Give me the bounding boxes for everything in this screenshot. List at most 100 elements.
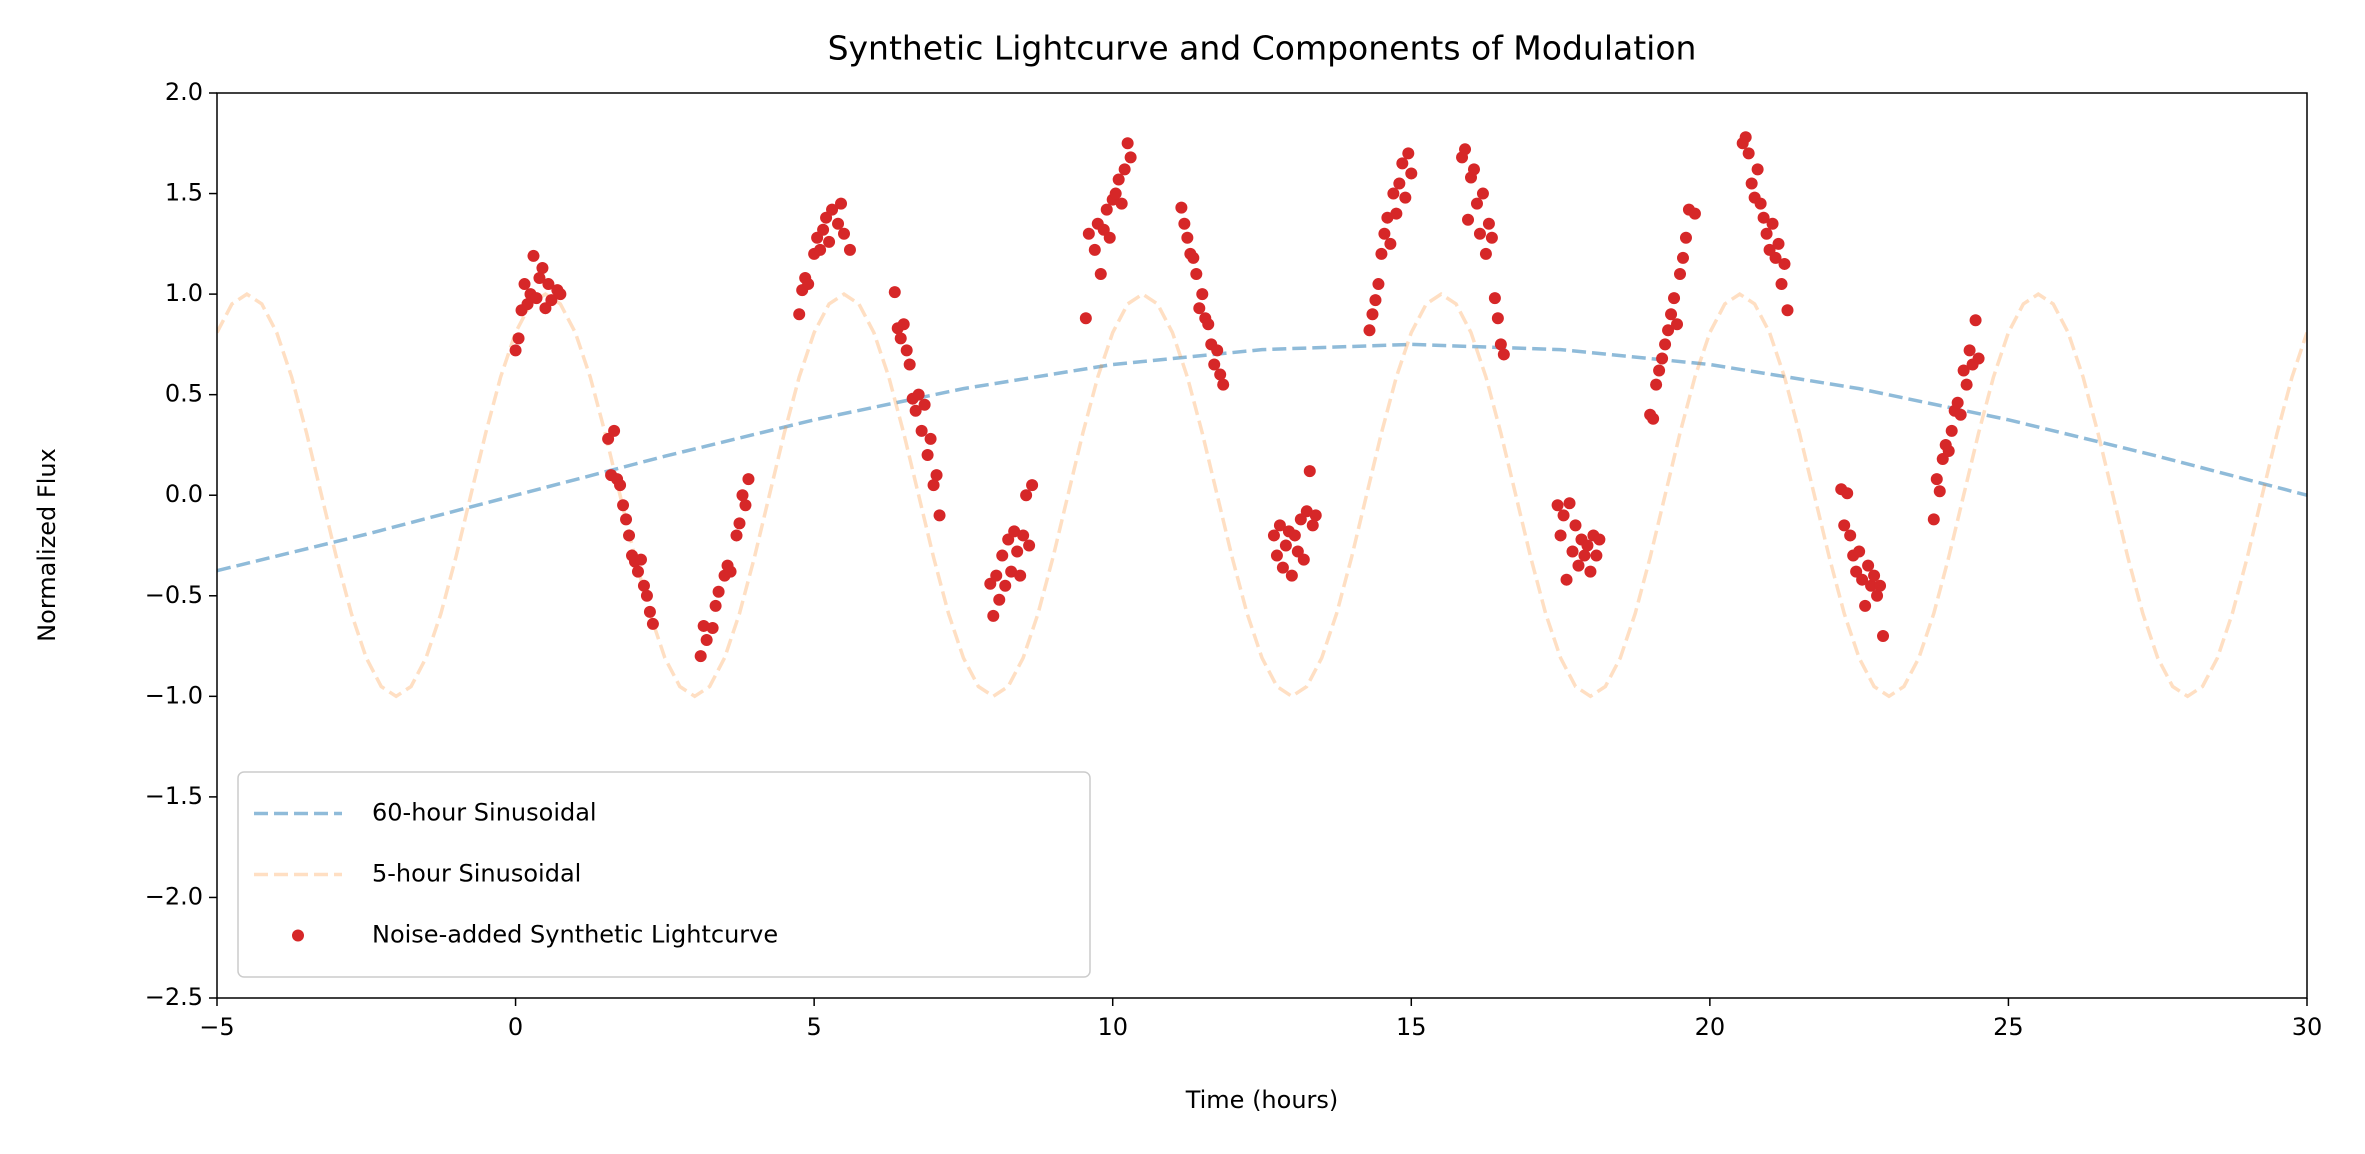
data-point: [1196, 288, 1209, 301]
data-point: [1566, 545, 1579, 558]
data-point: [1396, 157, 1409, 170]
data-point: [802, 278, 815, 291]
data-point: [1954, 408, 1967, 421]
data-point: [933, 509, 946, 522]
data-point: [1467, 163, 1480, 176]
data-point: [915, 424, 928, 437]
data-point: [1942, 444, 1955, 457]
legend-label: 5-hour Sinusoidal: [372, 860, 581, 888]
data-point: [1927, 513, 1940, 526]
data-point: [1679, 231, 1692, 244]
data-point: [832, 217, 845, 230]
data-point: [1491, 312, 1504, 325]
data-point: [1017, 529, 1030, 542]
data-point: [1100, 203, 1113, 216]
data-point: [1578, 549, 1591, 562]
data-point: [1381, 211, 1394, 224]
data-point: [617, 499, 630, 512]
data-point: [1772, 237, 1785, 250]
data-point: [1485, 231, 1498, 244]
data-point: [1581, 539, 1594, 552]
data-point: [1288, 529, 1301, 542]
data-point: [924, 432, 937, 445]
data-point: [1473, 227, 1486, 240]
y-tick-label: 1.0: [165, 279, 203, 307]
data-point: [1112, 173, 1125, 186]
data-point: [1187, 251, 1200, 264]
x-tick-label: 0: [508, 1013, 523, 1041]
data-point: [1202, 318, 1215, 331]
data-point: [1462, 213, 1475, 226]
data-point: [1190, 268, 1203, 280]
data-point: [1688, 207, 1701, 220]
data-point: [1384, 237, 1397, 250]
data-point: [987, 609, 1000, 622]
data-point: [1270, 549, 1283, 562]
data-point: [1551, 499, 1564, 512]
data-point: [1175, 201, 1188, 214]
data-point: [1844, 529, 1857, 542]
x-tick-label: 30: [2292, 1013, 2323, 1041]
data-point: [1653, 364, 1666, 377]
data-point: [623, 529, 636, 542]
data-point: [637, 579, 650, 592]
legend-box: [237, 771, 1091, 978]
data-point: [1405, 167, 1418, 180]
data-point: [1862, 559, 1875, 572]
data-point: [1584, 565, 1597, 578]
data-point: [1079, 312, 1092, 325]
data-point: [1671, 318, 1684, 331]
data-point: [1181, 231, 1194, 244]
data-point: [900, 344, 913, 357]
y-tick-label: −0.5: [145, 581, 203, 609]
data-point: [1267, 529, 1280, 542]
data-point: [742, 473, 755, 486]
data-point: [1273, 519, 1286, 532]
data-point: [1372, 278, 1385, 291]
data-point: [1647, 412, 1660, 425]
data-point: [996, 549, 1009, 562]
data-point: [1841, 487, 1854, 500]
data-point: [1569, 519, 1582, 532]
data-point: [1745, 177, 1758, 190]
data-point: [509, 344, 522, 357]
data-point: [1650, 378, 1663, 391]
data-point: [1853, 545, 1866, 558]
legend-label: Noise-added Synthetic Lightcurve: [372, 921, 778, 949]
data-point: [631, 565, 644, 578]
data-point: [1476, 187, 1489, 200]
data-point: [1674, 268, 1686, 280]
data-point: [930, 469, 943, 482]
data-point: [1390, 207, 1403, 220]
data-point: [1659, 338, 1672, 351]
data-point: [999, 579, 1012, 592]
data-point: [697, 619, 710, 632]
data-point: [1121, 137, 1134, 150]
data-point: [826, 203, 839, 216]
data-point: [1378, 227, 1391, 240]
x-tick-label: 25: [1993, 1013, 2024, 1041]
data-point: [1778, 257, 1791, 270]
x-tick-label: 5: [807, 1013, 822, 1041]
y-tick-label: 1.5: [165, 179, 203, 207]
data-point: [530, 292, 543, 305]
data-point: [1285, 569, 1298, 582]
data-point: [1859, 599, 1872, 612]
data-point: [1402, 147, 1415, 160]
data-point: [1781, 304, 1794, 317]
data-point: [1945, 424, 1958, 437]
data-point: [643, 605, 656, 618]
data-point: [1877, 630, 1890, 642]
data-point: [814, 243, 827, 256]
data-point: [823, 235, 836, 248]
data-point: [533, 272, 546, 285]
data-point: [1769, 251, 1782, 264]
data-point: [1656, 352, 1669, 365]
data-point: [1369, 294, 1382, 307]
data-point: [1011, 545, 1024, 558]
data-point: [730, 529, 743, 542]
data-point: [646, 617, 659, 630]
legend-marker: [292, 929, 304, 942]
data-point: [993, 593, 1006, 606]
